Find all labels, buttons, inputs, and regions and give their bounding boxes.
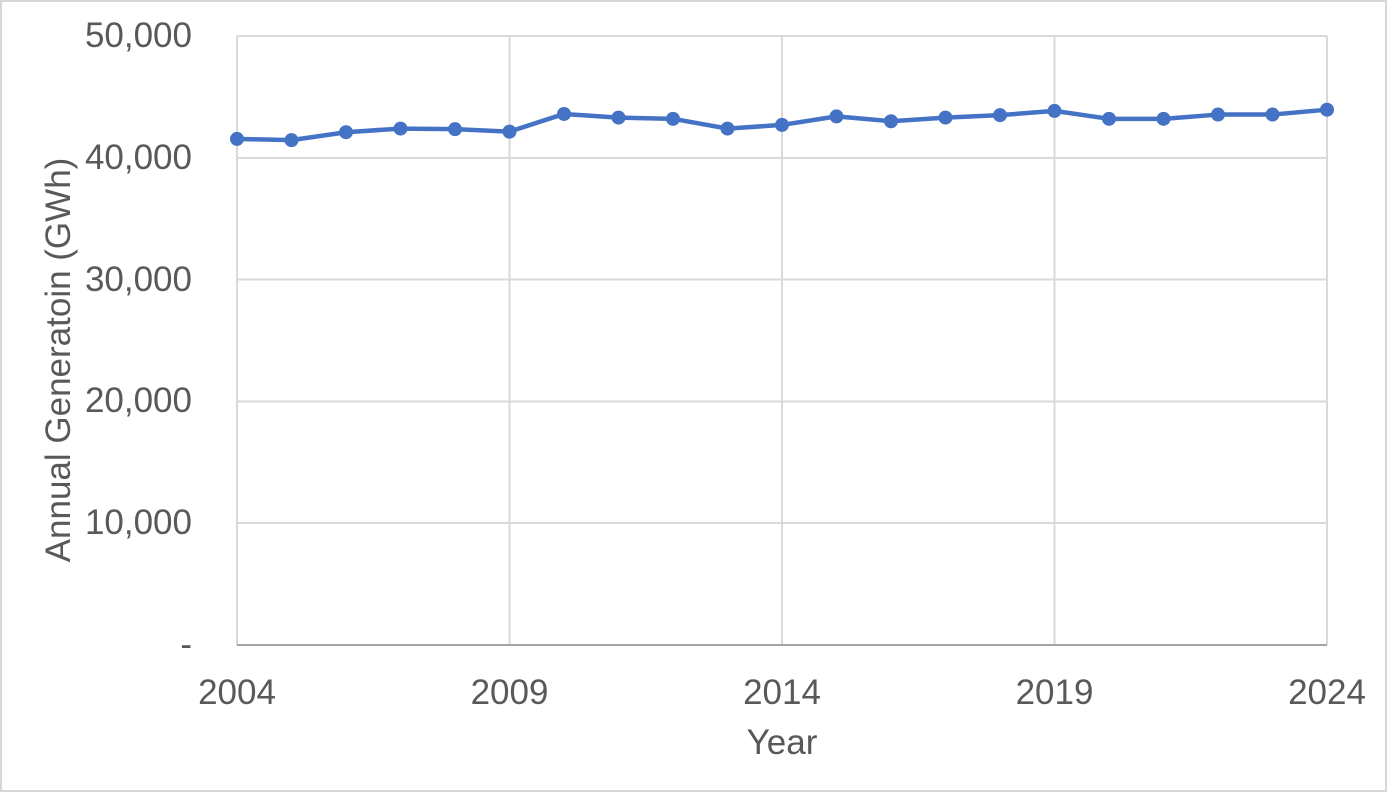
line-chart-canvas [230, 35, 1334, 646]
data-point-marker [829, 109, 844, 124]
y-tick-label: 40,000 [84, 137, 192, 177]
data-point-marker [557, 106, 571, 121]
y-axis-title: Annual Generatoin (GWh) [39, 157, 78, 563]
data-point-marker [284, 133, 299, 148]
x-axis-title: Year [746, 723, 818, 762]
data-point-marker [1211, 107, 1225, 122]
data-point-marker [720, 121, 735, 136]
y-tick-label: 10,000 [84, 503, 192, 543]
data-point-marker [884, 114, 898, 129]
y-tick-label: 30,000 [84, 259, 192, 299]
data-point-marker [339, 125, 353, 140]
data-point-marker [1102, 111, 1116, 126]
data-point-marker [775, 117, 789, 132]
x-tick-label: 2009 [470, 673, 549, 712]
x-tick-label: 2004 [198, 673, 276, 712]
y-tick-label: - [180, 625, 192, 664]
y-tick-label: 20,000 [84, 381, 192, 421]
data-point-marker [1047, 103, 1062, 118]
data-point-marker [230, 131, 244, 146]
data-point-marker [1265, 107, 1280, 122]
data-point-marker [393, 121, 408, 136]
x-tick-label: 2019 [1015, 673, 1094, 712]
data-point-marker [1320, 102, 1334, 117]
data-point-marker [1156, 111, 1171, 126]
y-tick-label: 50,000 [84, 16, 192, 55]
data-point-marker [448, 122, 462, 137]
data-point-marker [611, 110, 626, 125]
data-point-marker [502, 124, 517, 139]
data-point-marker [938, 110, 953, 125]
x-tick-label: 2014 [743, 673, 821, 712]
data-point-marker [993, 108, 1007, 123]
x-tick-label: 2024 [1288, 673, 1366, 712]
data-point-marker [666, 111, 680, 126]
